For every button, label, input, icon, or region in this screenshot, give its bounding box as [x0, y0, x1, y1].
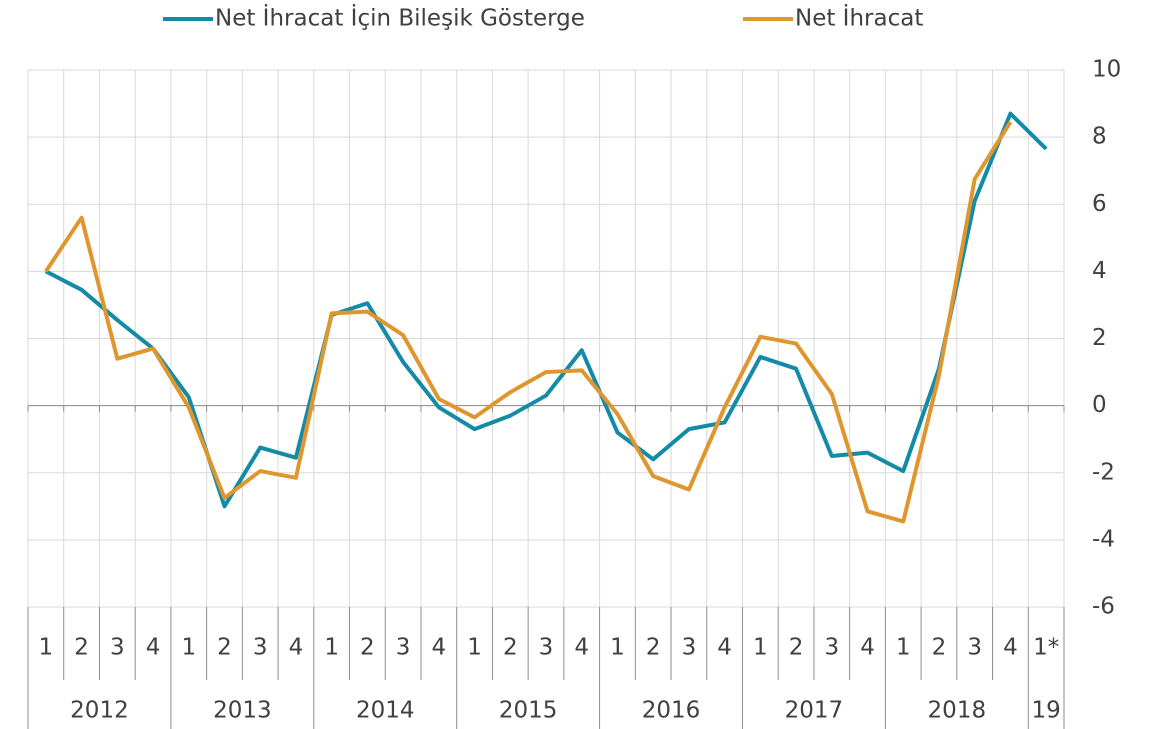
x-tick-label: 3: [110, 635, 125, 661]
x-group-label: 2013: [213, 698, 272, 724]
series-line: [44, 120, 1013, 524]
x-tick-label: 1: [467, 635, 482, 661]
x-tick-label: 2: [74, 635, 89, 661]
legend-label: Net İhracat İçin Bileşik Gösterge: [215, 4, 585, 32]
legend-label: Net İhracat: [795, 4, 923, 32]
series-line: [44, 111, 1048, 509]
x-tick-label: 4: [1003, 635, 1018, 661]
x-tick-label: 3: [682, 635, 697, 661]
y-tick-label: 0: [1092, 392, 1107, 418]
x-group-label: 2017: [785, 698, 844, 724]
x-tick-label: 2: [360, 635, 375, 661]
x-group-label: 2018: [928, 698, 987, 724]
y-tick-label: 10: [1092, 57, 1121, 83]
x-tick-label: 4: [289, 635, 304, 661]
y-tick-label: 2: [1092, 325, 1107, 351]
y-tick-label: 4: [1092, 258, 1107, 284]
y-tick-label: 8: [1092, 124, 1107, 150]
x-tick-label: 4: [860, 635, 875, 661]
x-tick-label: 4: [574, 635, 589, 661]
x-tick-label: 1*: [1033, 635, 1059, 661]
x-group-label: 19: [1031, 698, 1060, 724]
x-tick-label: 4: [717, 635, 732, 661]
x-tick-label: 2: [932, 635, 947, 661]
x-tick-label: 3: [396, 635, 411, 661]
x-tick-label: 3: [824, 635, 839, 661]
x-tick-label: 3: [253, 635, 268, 661]
x-group-label: 2016: [642, 698, 701, 724]
x-group-label: 2015: [499, 698, 558, 724]
x-tick-label: 1: [181, 635, 196, 661]
y-tick-label: -6: [1092, 594, 1115, 620]
y-tick-label: -4: [1092, 526, 1115, 552]
x-tick-label: 1: [39, 635, 54, 661]
x-tick-label: 3: [967, 635, 982, 661]
x-tick-label: 2: [646, 635, 661, 661]
x-group-label: 2012: [70, 698, 129, 724]
x-tick-label: 4: [432, 635, 447, 661]
x-tick-label: 2: [503, 635, 518, 661]
y-tick-label: -2: [1092, 459, 1115, 485]
x-tick-label: 2: [217, 635, 232, 661]
x-group-label: 2014: [356, 698, 415, 724]
x-tick-label: 1: [896, 635, 911, 661]
x-tick-label: 4: [146, 635, 161, 661]
x-tick-label: 3: [539, 635, 554, 661]
y-tick-label: 6: [1092, 191, 1107, 217]
x-tick-label: 1: [324, 635, 339, 661]
x-tick-label: 1: [753, 635, 768, 661]
x-tick-label: 2: [789, 635, 804, 661]
x-tick-label: 1: [610, 635, 625, 661]
